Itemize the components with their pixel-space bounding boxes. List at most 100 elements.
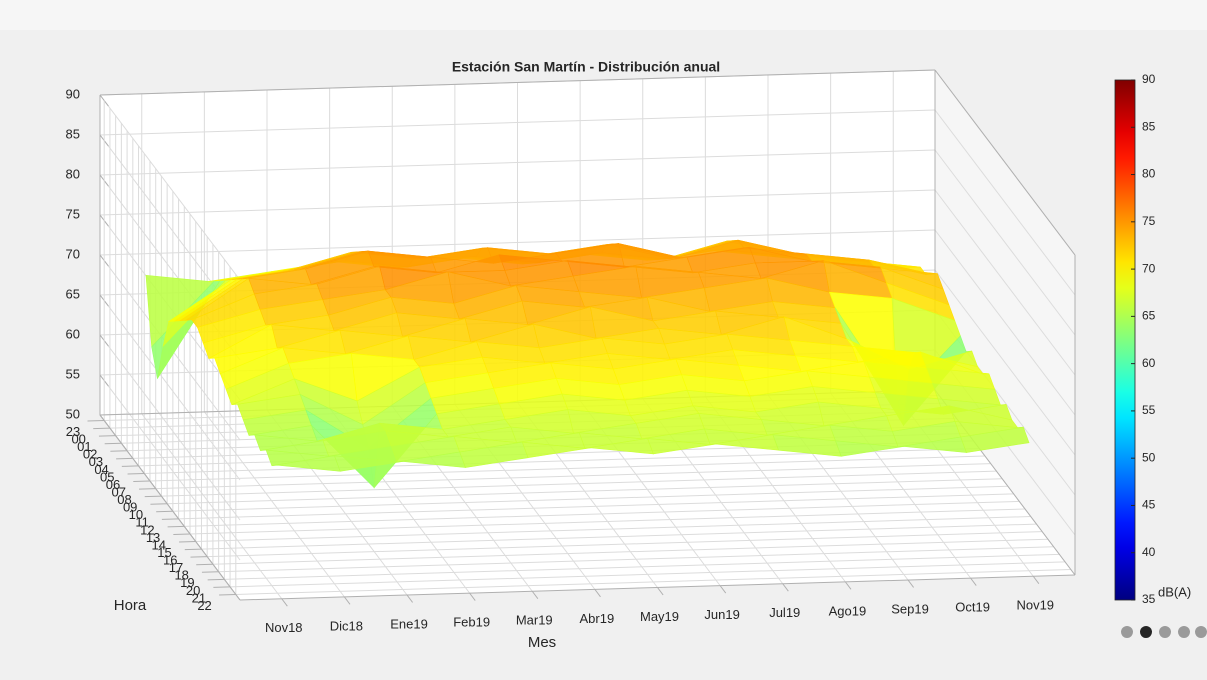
tick-mark bbox=[179, 541, 196, 543]
grid-line bbox=[99, 294, 241, 481]
dot[interactable] bbox=[1195, 626, 1207, 638]
z-tick-label: 80 bbox=[66, 166, 80, 181]
colorbar-tick-label: 65 bbox=[1142, 309, 1156, 323]
grid-line bbox=[218, 546, 1054, 573]
z-tick-label: 85 bbox=[66, 126, 80, 141]
grid-line bbox=[149, 455, 985, 482]
x-tick-label: Jun19 bbox=[704, 607, 739, 622]
colorbar-tick-label: 35 bbox=[1142, 592, 1156, 606]
colorbar-label: dB(A) bbox=[1158, 584, 1191, 599]
y-tick-label: 13 bbox=[146, 530, 160, 545]
colorbar-tick-label: 50 bbox=[1142, 450, 1156, 464]
y-tick-label: 23 bbox=[66, 424, 80, 439]
colorbar-tick-label: 85 bbox=[1142, 119, 1156, 133]
axis-edge bbox=[239, 574, 1076, 601]
tick-mark bbox=[343, 596, 351, 605]
x-tick-label: Jul19 bbox=[769, 605, 800, 620]
tick-mark bbox=[138, 488, 156, 490]
dot[interactable] bbox=[1159, 626, 1171, 638]
z-tick-label: 60 bbox=[66, 326, 80, 341]
grid-line bbox=[172, 485, 1008, 512]
y-tick-label: 20 bbox=[186, 583, 200, 598]
grid-line bbox=[934, 189, 1076, 376]
y-tick-label: 22 bbox=[197, 598, 211, 613]
grid-line bbox=[203, 411, 345, 598]
y-tick-label: 03 bbox=[89, 454, 103, 469]
tick-mark bbox=[469, 592, 476, 601]
colorbar-tick-label: 90 bbox=[1142, 72, 1156, 86]
x-tick-label: Abr19 bbox=[580, 611, 615, 626]
tick-mark bbox=[1032, 575, 1040, 584]
carousel-dots bbox=[1121, 626, 1207, 638]
colorbar-tick-label: 45 bbox=[1142, 498, 1156, 512]
grid-line bbox=[230, 561, 1066, 588]
axis-edge bbox=[99, 414, 241, 601]
tick-mark bbox=[104, 442, 122, 445]
x-tick-label: Ago19 bbox=[829, 603, 867, 618]
x-tick-label: Nov18 bbox=[265, 620, 303, 635]
tick-mark bbox=[907, 579, 914, 588]
z-tick-label: 75 bbox=[66, 206, 80, 221]
tick-mark bbox=[531, 590, 539, 599]
colorbar-tick-label: 40 bbox=[1142, 545, 1156, 559]
grid-line bbox=[99, 334, 241, 521]
grid-line bbox=[934, 109, 1076, 296]
grid-line bbox=[235, 568, 1071, 595]
grid-line bbox=[207, 531, 1043, 558]
y-tick-label: 01 bbox=[77, 439, 91, 454]
tick-mark bbox=[121, 465, 139, 467]
chart-title: Estación San Martín - Distribución anual bbox=[452, 59, 720, 75]
tick-mark bbox=[87, 420, 105, 422]
grid-line bbox=[934, 149, 1076, 336]
grid-line bbox=[99, 374, 241, 561]
surface bbox=[145, 239, 1030, 489]
colorbar-tick-label: 60 bbox=[1142, 356, 1156, 370]
tick-mark bbox=[173, 533, 191, 535]
tick-mark bbox=[844, 581, 852, 590]
grid-line bbox=[184, 500, 1020, 527]
grid-line bbox=[141, 413, 283, 600]
y-tick-label: 16 bbox=[163, 553, 177, 568]
grid-line bbox=[212, 538, 1048, 565]
x-tick-label: Nov19 bbox=[1016, 598, 1054, 613]
grid-line bbox=[934, 229, 1076, 416]
y-tick-label: 02 bbox=[83, 447, 97, 462]
tick-mark bbox=[719, 585, 727, 594]
dot[interactable] bbox=[1178, 626, 1190, 638]
tick-mark bbox=[144, 495, 162, 498]
tick-mark bbox=[201, 571, 219, 573]
y-tick-label: 00 bbox=[71, 432, 85, 447]
x-tick-label: Dic18 bbox=[330, 618, 363, 633]
tick-mark bbox=[970, 577, 977, 586]
tick-mark bbox=[167, 525, 185, 528]
tick-mark bbox=[98, 435, 116, 437]
tick-mark bbox=[116, 457, 133, 460]
colorbar-tick-label: 80 bbox=[1142, 167, 1156, 181]
tick-mark bbox=[150, 503, 168, 505]
grid-line bbox=[934, 269, 1076, 456]
tick-mark bbox=[207, 578, 225, 581]
tick-mark bbox=[133, 480, 150, 483]
y-tick-label: 15 bbox=[157, 545, 171, 560]
tick-mark bbox=[657, 587, 664, 596]
tick-mark bbox=[594, 589, 601, 598]
x-tick-label: Mar19 bbox=[516, 613, 553, 628]
grid-line bbox=[201, 523, 1037, 550]
colorbar-tick-label: 70 bbox=[1142, 261, 1156, 275]
tick-mark bbox=[93, 427, 110, 430]
z-tick-label: 65 bbox=[66, 286, 80, 301]
y-tick-label: 09 bbox=[123, 500, 137, 515]
tick-mark bbox=[406, 594, 413, 603]
y-tick-label: 05 bbox=[100, 469, 114, 484]
tick-mark bbox=[161, 518, 179, 520]
y-tick-label: 07 bbox=[112, 484, 126, 499]
dot[interactable] bbox=[1121, 626, 1133, 638]
axis-edge bbox=[934, 69, 1076, 256]
dot[interactable] bbox=[1140, 626, 1152, 638]
colorbar bbox=[1114, 79, 1136, 601]
colorbar-tick-label: 75 bbox=[1142, 214, 1156, 228]
z-tick-label: 50 bbox=[66, 406, 80, 421]
tick-mark bbox=[196, 563, 213, 566]
x-tick-label: Sep19 bbox=[891, 601, 929, 616]
